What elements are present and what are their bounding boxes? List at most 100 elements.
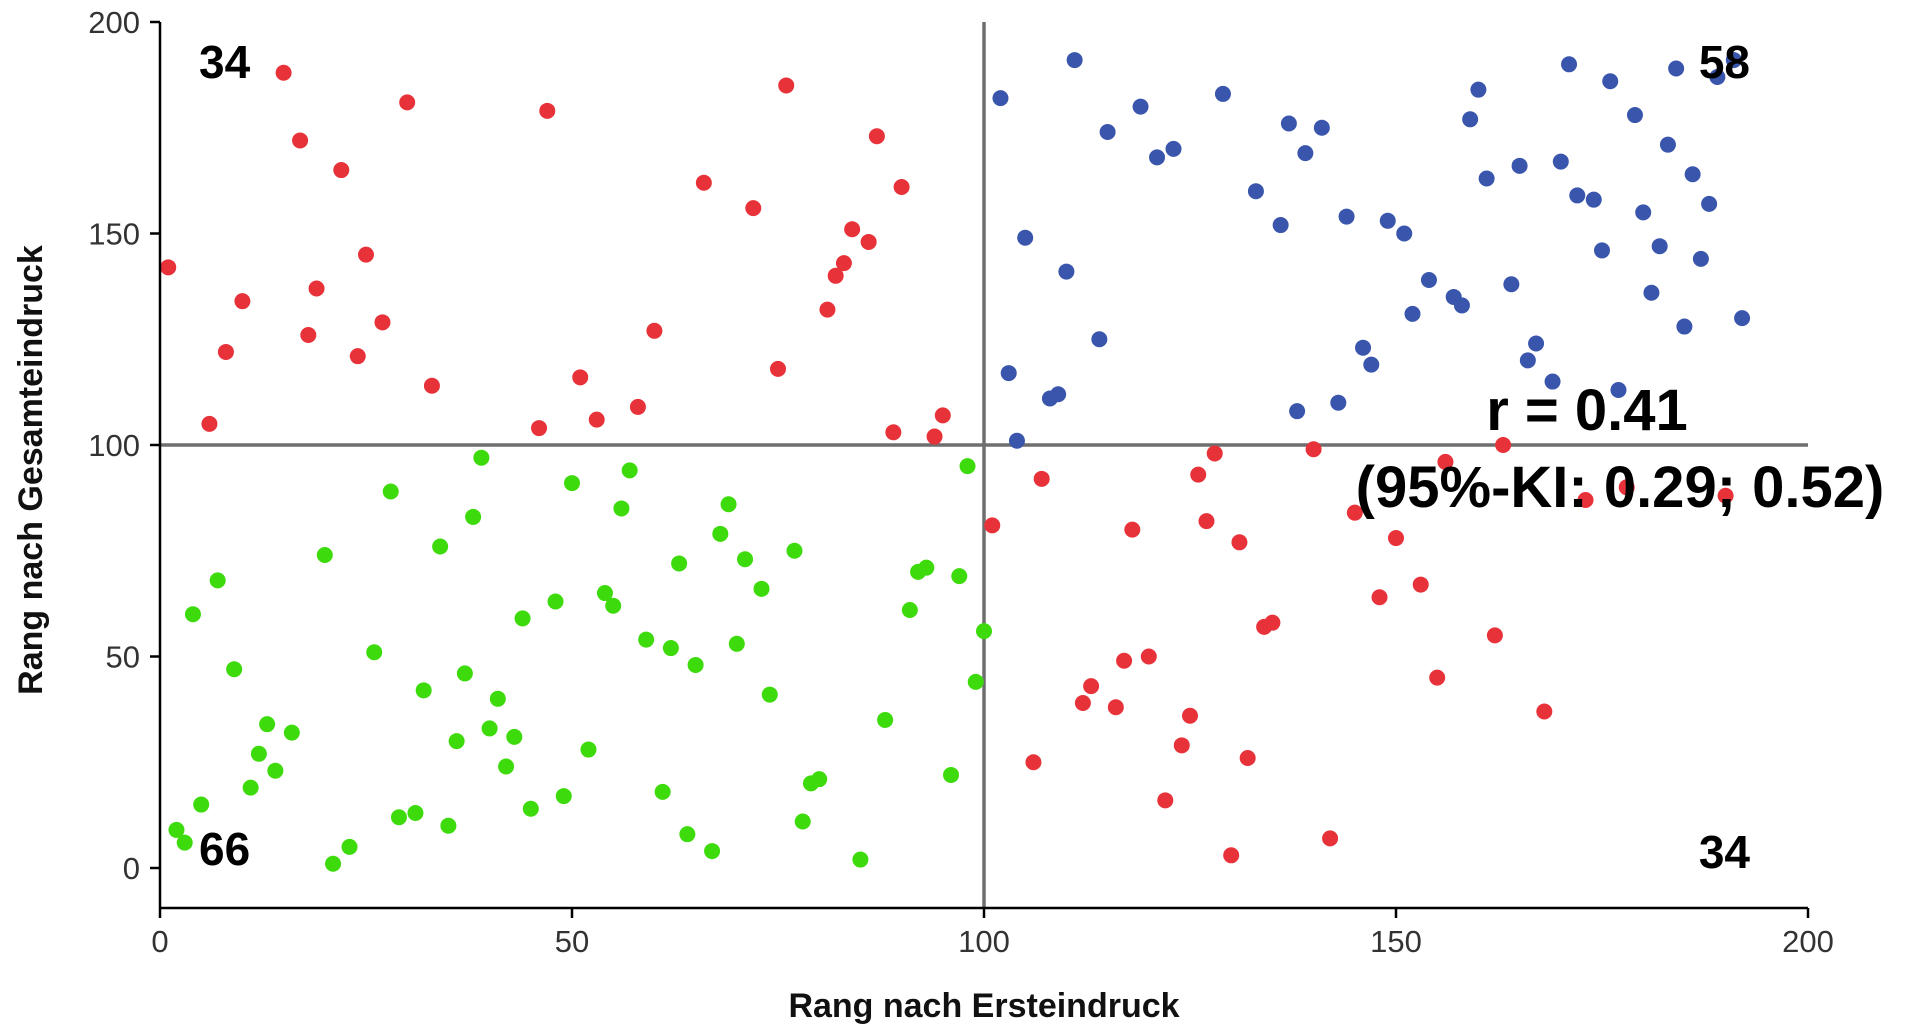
data-point-top-right — [1594, 242, 1610, 259]
data-point-top-right — [1561, 56, 1578, 73]
data-point-top-right — [1420, 272, 1437, 289]
data-point-bottom-left — [415, 682, 432, 699]
data-point-top-right — [1676, 318, 1693, 335]
data-point-top-right — [1132, 98, 1149, 115]
x-axis-title: Rang nach Ersteindruck — [788, 987, 1179, 1025]
data-point-top-left — [292, 132, 309, 149]
data-point-bottom-left — [283, 724, 300, 741]
y-tick-label: 200 — [88, 5, 140, 40]
data-point-bottom-right — [1206, 445, 1223, 462]
data-point-top-right — [1610, 382, 1627, 399]
data-point-top-left — [423, 377, 440, 394]
data-point-bottom-left — [728, 635, 745, 652]
data-point-top-right — [1247, 183, 1264, 200]
data-point-bottom-right — [1429, 669, 1446, 686]
data-point-bottom-left — [522, 800, 539, 817]
data-point-bottom-left — [481, 720, 498, 737]
data-point-top-left — [374, 314, 391, 331]
data-point-top-right — [1379, 212, 1396, 229]
data-point-bottom-right — [1140, 648, 1157, 665]
data-point-top-left — [349, 348, 366, 365]
data-point-top-right — [1297, 145, 1314, 162]
data-point-top-left — [770, 360, 786, 377]
data-point-top-left — [695, 174, 712, 191]
data-point-bottom-left — [638, 631, 655, 648]
data-point-top-right — [1165, 140, 1182, 157]
data-point-top-right — [1099, 123, 1116, 140]
data-point-bottom-left — [250, 745, 267, 762]
data-point-top-right — [1280, 115, 1297, 132]
data-point-top-left — [333, 162, 350, 179]
data-point-top-right — [1000, 365, 1017, 382]
data-point-bottom-left — [506, 728, 523, 745]
data-point-bottom-left — [737, 551, 754, 568]
data-point-bottom-right — [1305, 441, 1322, 458]
data-point-bottom-right — [1371, 589, 1388, 606]
data-point-top-right — [1519, 352, 1536, 369]
data-point-bottom-left — [489, 690, 506, 707]
data-point-bottom-right — [1486, 627, 1503, 644]
data-point-top-right — [1635, 204, 1652, 221]
data-point-bottom-right — [1223, 847, 1240, 864]
y-axis-title: Rang nach Gesamteindruck — [12, 245, 50, 695]
data-point-bottom-right — [1124, 521, 1141, 538]
data-point-top-right — [1668, 60, 1685, 77]
data-point-bottom-left — [753, 580, 770, 597]
data-point-top-right — [1272, 217, 1289, 234]
data-point-bottom-right — [1536, 703, 1553, 720]
data-point-bottom-left — [259, 716, 276, 733]
data-point-top-left — [745, 200, 762, 217]
data-point-bottom-left — [456, 665, 473, 682]
data-point-top-left — [629, 398, 646, 415]
data-point-bottom-right — [1231, 534, 1248, 551]
data-point-top-right — [1626, 107, 1643, 124]
data-point-top-right — [1008, 432, 1025, 449]
data-point-bottom-left — [316, 546, 333, 563]
data-point-top-left — [308, 280, 325, 297]
data-point-top-right — [1404, 305, 1421, 322]
data-point-top-right — [1058, 263, 1075, 280]
quadrant-count-top-left: 34 — [199, 36, 251, 88]
data-point-bottom-left — [184, 606, 201, 623]
x-tick-label: 150 — [1370, 924, 1422, 959]
data-point-bottom-left — [382, 483, 399, 500]
data-point-top-right — [1338, 208, 1355, 225]
data-point-top-left — [778, 77, 795, 94]
data-point-bottom-left — [498, 758, 515, 775]
data-point-bottom-right — [1173, 737, 1190, 754]
data-point-bottom-left — [596, 585, 613, 602]
data-point-top-right — [1585, 191, 1602, 208]
x-tick-label: 200 — [1782, 924, 1834, 959]
quadrant-count-bottom-right: 34 — [1699, 826, 1751, 878]
data-point-bottom-left — [901, 601, 918, 618]
data-point-bottom-left — [448, 733, 465, 750]
data-point-bottom-left — [671, 555, 688, 572]
data-point-bottom-left — [242, 779, 259, 796]
data-point-bottom-left — [786, 542, 803, 559]
data-point-bottom-left — [193, 796, 210, 813]
data-point-bottom-left — [209, 572, 226, 589]
data-point-top-right — [1149, 149, 1166, 166]
y-tick-label: 100 — [88, 428, 140, 463]
data-point-bottom-right — [1025, 754, 1042, 771]
data-point-bottom-left — [226, 661, 243, 678]
data-point-bottom-right — [1074, 695, 1091, 712]
data-point-bottom-right — [1239, 750, 1256, 767]
data-point-bottom-left — [613, 500, 630, 517]
data-point-bottom-right — [1577, 491, 1594, 508]
data-point-bottom-left — [877, 711, 894, 728]
y-tick-label: 50 — [106, 640, 140, 675]
data-point-top-right — [1289, 403, 1306, 420]
data-point-bottom-left — [547, 593, 564, 610]
data-point-bottom-left — [794, 813, 811, 830]
data-point-top-right — [1462, 111, 1479, 128]
data-point-bottom-right — [1190, 466, 1207, 483]
data-point-top-right — [1651, 238, 1668, 255]
data-point-bottom-left — [473, 449, 490, 466]
data-point-bottom-left — [959, 458, 976, 475]
quadrant-count-top-right: 58 — [1699, 36, 1750, 88]
data-point-top-right — [1511, 157, 1528, 174]
data-point-top-left — [399, 94, 416, 111]
data-point-bottom-right — [1198, 513, 1215, 530]
data-point-top-left — [844, 221, 861, 238]
